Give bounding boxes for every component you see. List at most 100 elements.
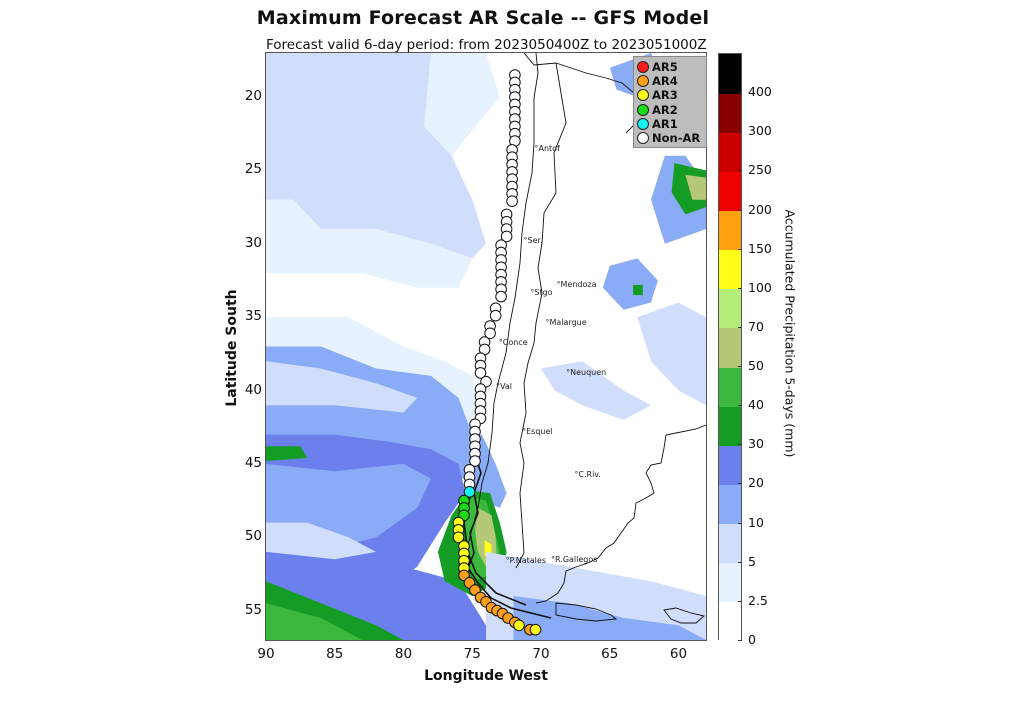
- legend-label: AR3: [652, 88, 678, 103]
- colorbar-segment: [719, 327, 741, 368]
- city-label: °R.Gallegos: [551, 554, 598, 564]
- precip-region: [513, 596, 706, 640]
- colorbar-tick-mark: [738, 248, 742, 250]
- chile-coastline: [465, 53, 539, 554]
- colorbar-tick-label: 20: [748, 475, 764, 491]
- precipitation-layer: [266, 53, 706, 640]
- colorbar-tick-label: 0: [748, 632, 756, 647]
- ar-marker: [529, 623, 542, 636]
- city-label: °Stgo: [530, 287, 553, 297]
- colorbar-tick-mark: [738, 287, 742, 289]
- city-label: °P.Natales: [505, 556, 546, 566]
- x-tick-label: 85: [326, 646, 344, 662]
- ar-marker: [500, 230, 513, 243]
- city-label: °Antof: [534, 143, 560, 153]
- colorbar-segment: [719, 288, 741, 329]
- colorbar-segment: [719, 132, 741, 172]
- y-tick-label: 45: [244, 454, 262, 471]
- x-tick-label: 75: [463, 646, 481, 662]
- colorbar-tick-label: 5: [748, 553, 756, 569]
- chart-subtitle: Forecast valid 6-day period: from 202305…: [266, 37, 707, 53]
- colorbar-tick-label: 200: [748, 201, 772, 217]
- colorbar-tick-label: 2.5: [748, 592, 768, 608]
- precip-region: [671, 163, 706, 215]
- legend-item: Non-AR: [637, 131, 700, 145]
- colorbar-segment: [719, 54, 741, 94]
- city-label: °Ser.: [523, 236, 543, 246]
- x-axis-label: Longitude West: [424, 668, 548, 684]
- colorbar-tick-label: 150: [748, 240, 772, 256]
- x-tick-label: 80: [394, 646, 413, 662]
- coastline-layer: [463, 53, 706, 624]
- legend-marker-icon: [637, 103, 649, 116]
- city-label: °Malargue: [545, 318, 587, 328]
- ar-legend: AR5 AR4 AR3 AR2 AR1 Non-AR: [633, 56, 707, 148]
- precip-region: [633, 284, 643, 296]
- colorbar-tick-label: 100: [748, 279, 772, 295]
- colorbar-tick-mark: [738, 131, 742, 133]
- precip-region: [602, 258, 658, 310]
- legend-label: AR4: [652, 74, 678, 89]
- legend-label: AR2: [652, 102, 678, 117]
- x-tick-label: 60: [669, 646, 688, 662]
- colorbar-tick-label: 40: [748, 397, 764, 413]
- ar-marker: [506, 195, 518, 207]
- ar-marker: [513, 619, 525, 632]
- y-tick-label: 50: [244, 528, 262, 545]
- legend-label: Non-AR: [652, 131, 701, 145]
- colorbar-tick-label: 10: [748, 514, 764, 530]
- precip-region: [637, 302, 706, 406]
- precip-region: [266, 522, 376, 560]
- ar-marker: [484, 327, 496, 340]
- city-label: °Mendoza: [556, 280, 597, 290]
- colorbar-tick-mark: [738, 600, 742, 602]
- tierra-del-fuego: [555, 602, 618, 622]
- precip-region: [266, 199, 473, 288]
- y-tick-label: 40: [244, 381, 262, 398]
- colorbar-tick-label: 70: [748, 318, 764, 334]
- legend-item: AR3: [637, 88, 678, 102]
- ar-marker: [469, 455, 481, 467]
- y-tick-label: 35: [244, 308, 262, 325]
- city-label: °Conce: [498, 337, 528, 347]
- colorbar-tick-label: 250: [748, 162, 772, 178]
- legend-marker-icon: [637, 75, 649, 88]
- colorbar-tick-label: 300: [748, 123, 772, 139]
- city-label: °Val: [496, 381, 512, 391]
- legend-marker-icon: [637, 132, 649, 144]
- colorbar-tick-mark: [738, 326, 742, 328]
- legend-item: AR4: [637, 74, 678, 88]
- ar-marker: [489, 309, 502, 322]
- colorbar-segment: [719, 367, 741, 407]
- colorbar-tick-label: 400: [748, 84, 772, 100]
- y-tick-label: 25: [244, 161, 262, 178]
- colorbar-tick-label: 50: [748, 358, 764, 374]
- ar-marker: [452, 531, 465, 544]
- city-label: °Esquel: [522, 427, 553, 437]
- argentina-atlantic-coast: [535, 424, 706, 604]
- colorbar-tick-mark: [738, 366, 742, 368]
- legend-item: AR1: [637, 117, 678, 131]
- precip-region: [266, 603, 363, 640]
- legend-item: AR5: [637, 60, 678, 74]
- ar-scale-markers: [452, 69, 542, 636]
- precip-region: [685, 174, 706, 200]
- colorbar-tick-mark: [738, 170, 742, 172]
- y-tick-label: 55: [244, 601, 262, 618]
- city-label: °Neuquen: [566, 368, 607, 378]
- colorbar-tick-mark: [738, 640, 742, 641]
- colorbar-tick-mark: [738, 522, 742, 524]
- y-axis-label: Latitude South: [224, 289, 240, 407]
- legend-marker-icon: [637, 89, 649, 102]
- colorbar-segment: [719, 249, 741, 290]
- legend-label: AR5: [652, 60, 678, 74]
- colorbar-segment: [719, 171, 741, 212]
- colorbar-segment: [719, 210, 741, 251]
- colorbar-segment: [719, 523, 741, 564]
- legend-item: AR2: [637, 103, 678, 117]
- map-plot-area: °Antof °Ser. °Stgo °Mendoza °Malargue °Conce °…: [266, 53, 706, 640]
- ar-marker: [474, 367, 487, 379]
- colorbar: [718, 53, 742, 642]
- colorbar-segment: [719, 406, 741, 446]
- y-tick-label: 20: [244, 88, 262, 105]
